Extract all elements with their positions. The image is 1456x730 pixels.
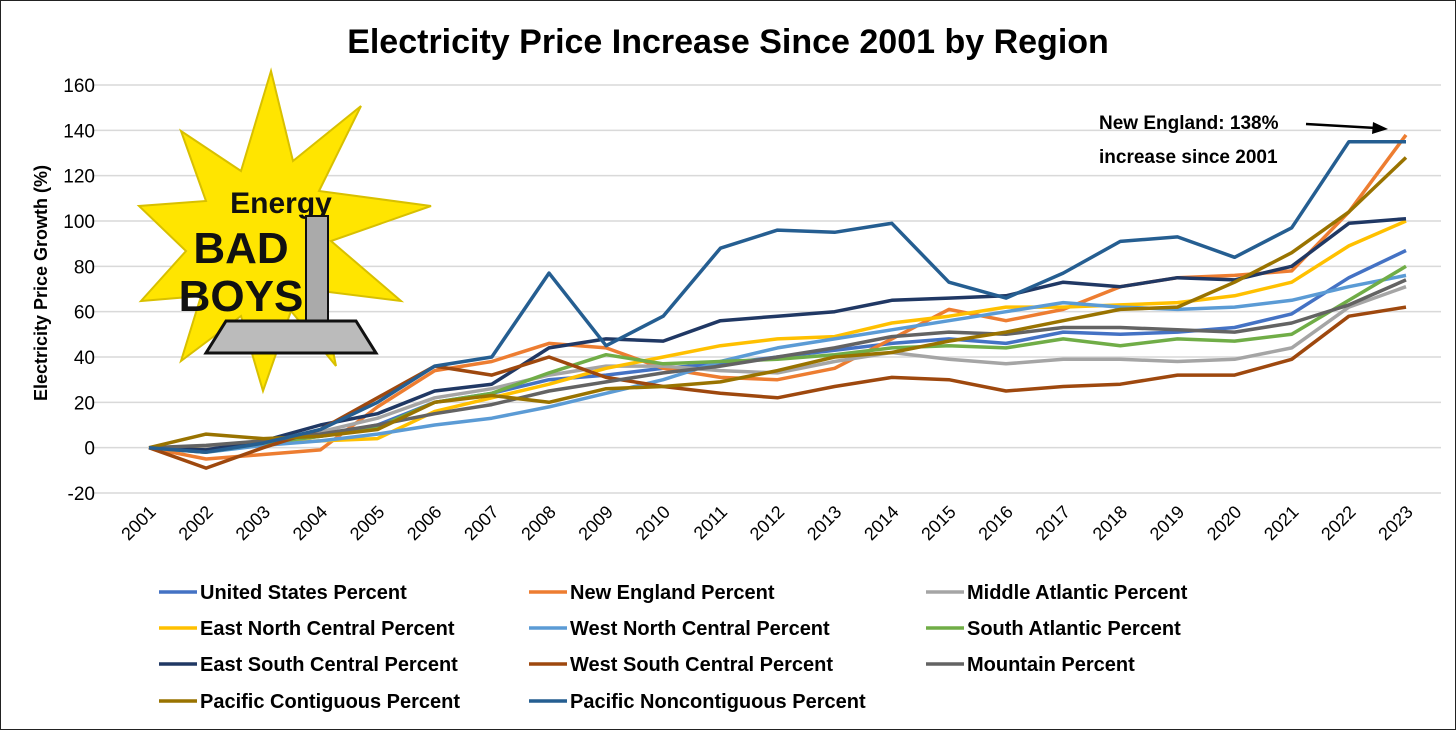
legend-label: New England Percent — [570, 582, 775, 604]
x-tick-label: 2015 — [917, 502, 959, 544]
legend-item: United States Percent — [159, 582, 407, 604]
annotation-line2: increase since 2001 — [1099, 147, 1278, 168]
y-tick-label: 20 — [74, 393, 95, 414]
x-tick-label: 2011 — [690, 502, 732, 544]
y-tick-label: 80 — [74, 257, 95, 278]
y-tick-label: 40 — [74, 348, 95, 369]
legend-label: South Atlantic Percent — [967, 618, 1181, 640]
annotation-arrow — [1305, 122, 1388, 134]
series-line-mountain-percent — [148, 278, 1407, 450]
y-tick-label: 0 — [84, 439, 95, 460]
legend-label: Middle Atlantic Percent — [967, 582, 1188, 604]
series-line-west-north-central-percent — [148, 273, 1407, 454]
x-tick-label: 2016 — [974, 502, 1016, 544]
legend-label: Pacific Noncontiguous Percent — [570, 691, 866, 713]
x-tick-label: 2012 — [746, 502, 788, 544]
energy-bad-boys-logo: Energy BAD BOYS — [136, 67, 432, 395]
x-tick-label: 2013 — [803, 502, 845, 544]
x-tick-label: 2006 — [403, 502, 445, 544]
legend-label: United States Percent — [200, 582, 407, 604]
legend-item: New England Percent — [529, 582, 775, 604]
logo-text-bad: BAD — [193, 224, 288, 273]
x-tick-label: 2004 — [289, 502, 331, 544]
series-line-middle-atlantic-percent — [149, 285, 1407, 450]
y-tick-label: 100 — [63, 212, 95, 233]
annotation-line1: New England: 138% — [1099, 113, 1279, 134]
y-tick-label: 140 — [63, 121, 95, 142]
x-tick-label: 2005 — [346, 502, 388, 544]
legend-label: Pacific Contiguous Percent — [200, 691, 460, 713]
legend-item: South Atlantic Percent — [926, 618, 1181, 640]
legend-item: Pacific Contiguous Percent — [159, 691, 460, 713]
logo-text-energy: Energy — [230, 187, 332, 220]
x-tick-label: 2019 — [1146, 502, 1188, 544]
x-tick-label: 2021 — [1260, 502, 1302, 544]
legend-item: East South Central Percent — [159, 654, 458, 676]
x-tick-label: 2001 — [117, 502, 159, 544]
legend-label: East North Central Percent — [200, 618, 455, 640]
y-tick-label: 160 — [63, 76, 95, 97]
y-tick-label: 120 — [63, 167, 95, 188]
logo-text-boys: BOYS — [179, 272, 304, 321]
legend-item: Pacific Noncontiguous Percent — [529, 691, 866, 713]
x-tick-label: 2020 — [1203, 502, 1245, 544]
x-tick-label: 2009 — [574, 502, 616, 544]
legend-item: East North Central Percent — [159, 618, 455, 640]
x-tick-label: 2018 — [1089, 502, 1131, 544]
x-tick-label: 2023 — [1374, 502, 1416, 544]
series-line-pacific-noncontiguous-percent — [148, 139, 1406, 454]
x-tick-label: 2008 — [517, 502, 559, 544]
x-tick-label: 2022 — [1317, 502, 1359, 544]
chart-title: Electricity Price Increase Since 2001 by… — [347, 23, 1109, 61]
x-tick-label: 2010 — [632, 502, 674, 544]
legend-item: Middle Atlantic Percent — [926, 582, 1188, 604]
x-tick-label: 2002 — [175, 502, 217, 544]
legend-label: East South Central Percent — [200, 654, 458, 676]
legend-label: Mountain Percent — [967, 654, 1135, 676]
series-line-west-south-central-percent — [148, 305, 1407, 470]
x-tick-label: 2014 — [860, 502, 902, 544]
legend-label: West North Central Percent — [570, 618, 830, 640]
series-line-pacific-contiguous-percent — [148, 156, 1408, 450]
legend-item: West South Central Percent — [529, 654, 833, 676]
y-axis-label: Electricity Price Growth (%) — [31, 165, 51, 401]
y-tick-label: -20 — [68, 484, 95, 505]
series-line-east-south-central-percent — [148, 216, 1407, 452]
x-tick-label: 2017 — [1032, 502, 1074, 544]
legend-label: West South Central Percent — [570, 654, 833, 676]
legend-item: West North Central Percent — [529, 618, 830, 640]
x-tick-label: 2007 — [460, 502, 502, 544]
x-tick-label: 2003 — [232, 502, 274, 544]
legend-item: Mountain Percent — [926, 654, 1135, 676]
y-tick-label: 60 — [74, 303, 95, 324]
